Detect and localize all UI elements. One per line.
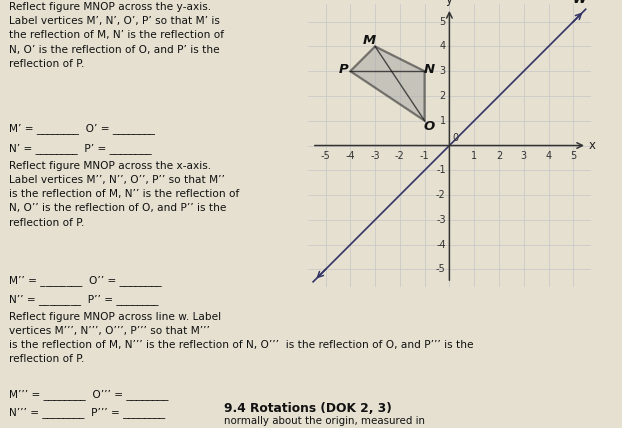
Text: -4: -4 xyxy=(436,240,446,250)
Text: M: M xyxy=(362,34,376,47)
Text: 1: 1 xyxy=(471,151,477,161)
Text: 4: 4 xyxy=(440,42,446,51)
Text: M’’’ = ________  O’’’ = ________: M’’’ = ________ O’’’ = ________ xyxy=(9,389,169,400)
Text: 5: 5 xyxy=(439,17,446,27)
Text: -5: -5 xyxy=(436,265,446,274)
Text: -3: -3 xyxy=(370,151,380,161)
Text: 0: 0 xyxy=(452,133,458,143)
Text: 9.4 Rotations (DOK 2, 3): 9.4 Rotations (DOK 2, 3) xyxy=(224,402,392,415)
Text: y: y xyxy=(446,0,453,6)
Text: 1: 1 xyxy=(440,116,446,126)
Text: -2: -2 xyxy=(395,151,405,161)
Text: -1: -1 xyxy=(436,165,446,175)
Text: Reflect figure MNOP across the y‐axis.
Label vertices M’, N’, O’, P’ so that M’ : Reflect figure MNOP across the y‐axis. L… xyxy=(9,2,225,69)
Text: N’’’ = ________  P’’’ = ________: N’’’ = ________ P’’’ = ________ xyxy=(9,407,165,418)
Text: M’’ = ________  O’’ = ________: M’’ = ________ O’’ = ________ xyxy=(9,275,162,285)
Text: M’ = ________  O’ = ________: M’ = ________ O’ = ________ xyxy=(9,123,156,134)
Text: 3: 3 xyxy=(440,66,446,76)
Text: P: P xyxy=(338,62,348,76)
Text: -5: -5 xyxy=(320,151,330,161)
Text: -4: -4 xyxy=(345,151,355,161)
Text: Reflect figure MNOP across the x‐axis.
Label vertices M’’, N’’, O’’, P’’ so that: Reflect figure MNOP across the x‐axis. L… xyxy=(9,161,239,228)
Polygon shape xyxy=(350,46,425,121)
Text: Reflect figure MNOP across line w. Label
vertices M’’’, N’’’, O’’’, P’’’ so that: Reflect figure MNOP across line w. Label… xyxy=(9,312,474,364)
Text: -2: -2 xyxy=(436,190,446,200)
Text: -1: -1 xyxy=(420,151,429,161)
Text: 4: 4 xyxy=(545,151,552,161)
Text: N’ = ________  P’ = ________: N’ = ________ P’ = ________ xyxy=(9,143,152,154)
Text: N: N xyxy=(424,62,435,76)
Text: 2: 2 xyxy=(439,91,446,101)
Text: 2: 2 xyxy=(496,151,502,161)
Text: -3: -3 xyxy=(436,215,446,225)
Text: normally about the origin, measured in: normally about the origin, measured in xyxy=(224,416,425,426)
Text: 5: 5 xyxy=(570,151,577,161)
Text: O: O xyxy=(424,120,435,133)
Text: 3: 3 xyxy=(521,151,527,161)
Text: x: x xyxy=(588,139,596,152)
Text: W: W xyxy=(573,0,587,6)
Text: N’’ = ________  P’’ = ________: N’’ = ________ P’’ = ________ xyxy=(9,294,159,305)
